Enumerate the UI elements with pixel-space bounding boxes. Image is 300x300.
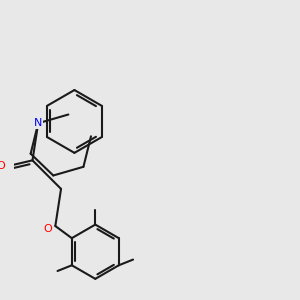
- Text: O: O: [44, 224, 52, 234]
- Text: N: N: [34, 118, 42, 128]
- Text: O: O: [0, 161, 5, 171]
